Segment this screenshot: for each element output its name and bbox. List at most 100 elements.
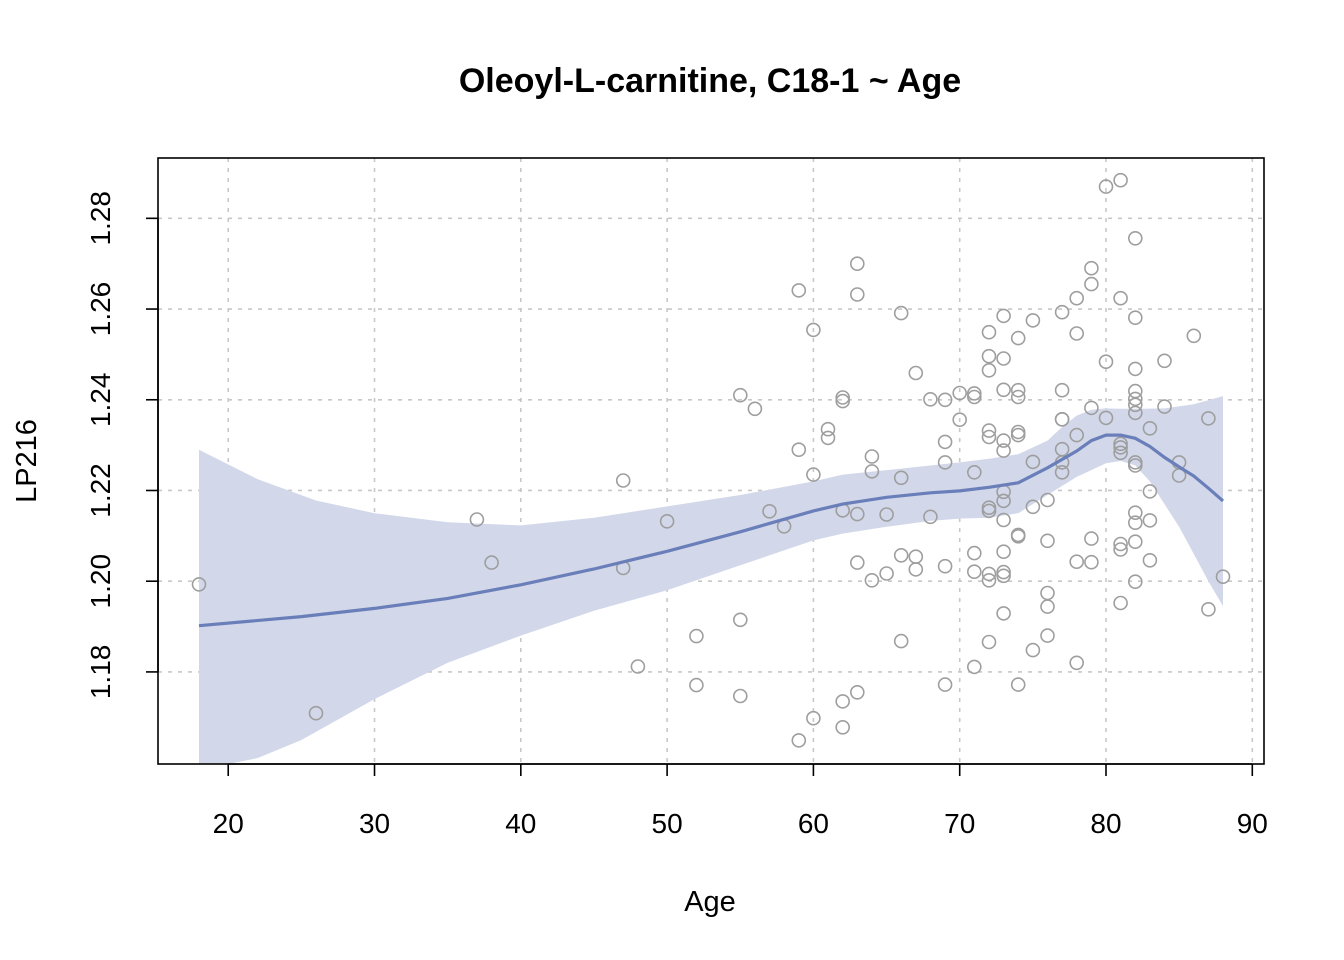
- data-point: [1010, 389, 1026, 405]
- data-point: [996, 568, 1011, 584]
- data-point: [791, 283, 807, 298]
- data-point: [1128, 574, 1143, 590]
- x-tick-label: 70: [944, 808, 975, 839]
- data-point: [937, 455, 953, 470]
- data-point: [952, 412, 968, 428]
- data-point: [1215, 569, 1231, 585]
- data-point: [849, 287, 865, 302]
- data-point: [1069, 290, 1084, 306]
- data-point: [1069, 554, 1084, 570]
- x-tick-label: 50: [652, 808, 683, 839]
- data-point: [1040, 585, 1055, 601]
- data-point: [996, 512, 1011, 528]
- data-point: [732, 688, 748, 704]
- data-point: [835, 390, 851, 405]
- data-point: [893, 547, 909, 563]
- data-point: [996, 351, 1011, 366]
- data-point: [981, 348, 997, 364]
- data-point: [966, 386, 982, 401]
- data-point: [981, 324, 997, 340]
- data-point: [1186, 328, 1202, 344]
- data-point: [1113, 536, 1128, 552]
- data-point: [747, 401, 763, 417]
- data-point: [1025, 313, 1041, 328]
- x-axis: 20 30 40 50 60 70 80 90: [213, 763, 1268, 839]
- data-point: [1084, 260, 1099, 276]
- data-point: [893, 633, 909, 649]
- data-point: [1098, 354, 1114, 370]
- data-point: [1098, 179, 1114, 194]
- data-point: [762, 503, 777, 519]
- data-point: [908, 365, 924, 381]
- data-point: [1025, 499, 1041, 515]
- data-point: [791, 442, 807, 458]
- data-point: [937, 392, 953, 408]
- y-tick-label: 1.26: [85, 282, 116, 337]
- data-point: [1069, 427, 1084, 443]
- data-point: [1025, 642, 1041, 658]
- x-tick-label: 60: [798, 808, 829, 839]
- data-point: [996, 606, 1011, 621]
- data-point: [1128, 310, 1143, 326]
- data-point: [1069, 655, 1084, 671]
- data-point: [937, 434, 953, 450]
- data-point: [835, 393, 851, 409]
- data-point: [996, 443, 1011, 458]
- data-point: [732, 387, 748, 403]
- data-point: [981, 503, 997, 519]
- data-point: [923, 391, 938, 407]
- data-point: [1128, 534, 1143, 550]
- data-point: [908, 562, 924, 577]
- data-point: [1084, 531, 1099, 546]
- data-point: [966, 464, 982, 480]
- data-point: [1040, 533, 1055, 549]
- data-point: [1054, 464, 1070, 480]
- data-point: [981, 423, 997, 438]
- data-point: [806, 710, 821, 726]
- data-point: [908, 549, 924, 565]
- data-point: [1142, 420, 1158, 436]
- data-point: [732, 612, 748, 628]
- x-tick-label: 80: [1090, 808, 1121, 839]
- data-point: [1128, 515, 1143, 531]
- data-point: [615, 473, 631, 488]
- data-point: [820, 421, 836, 437]
- data-point: [893, 470, 909, 486]
- data-point: [1128, 361, 1143, 377]
- data-point: [308, 705, 324, 721]
- data-point: [806, 322, 821, 338]
- x-tick-label: 40: [505, 808, 536, 839]
- data-point: [966, 564, 982, 580]
- data-point: [879, 566, 894, 581]
- data-point: [981, 362, 997, 378]
- data-point: [1113, 440, 1128, 455]
- data-point: [937, 558, 953, 574]
- data-point: [820, 430, 836, 446]
- data-point: [1142, 552, 1158, 568]
- data-point: [1098, 410, 1114, 426]
- data-point: [1054, 304, 1070, 320]
- data-point: [1040, 492, 1055, 508]
- data-point: [1010, 427, 1026, 443]
- data-point: [996, 382, 1011, 398]
- data-point: [1084, 276, 1099, 292]
- data-point: [630, 659, 646, 674]
- data-point: [1113, 436, 1128, 452]
- data-point: [849, 555, 865, 570]
- data-point: [952, 385, 968, 401]
- data-point: [996, 308, 1011, 324]
- data-point: [966, 389, 982, 405]
- data-point: [689, 677, 704, 693]
- data-point: [659, 513, 675, 529]
- data-point: [879, 507, 894, 522]
- data-point: [1113, 595, 1128, 611]
- data-point: [835, 719, 851, 735]
- data-point: [1069, 326, 1084, 341]
- y-axis-label: LP216: [11, 419, 43, 503]
- data-point: [1128, 397, 1143, 413]
- data-point: [1171, 468, 1187, 483]
- data-point: [1128, 383, 1143, 399]
- data-points: [191, 172, 1231, 748]
- data-point: [191, 577, 207, 592]
